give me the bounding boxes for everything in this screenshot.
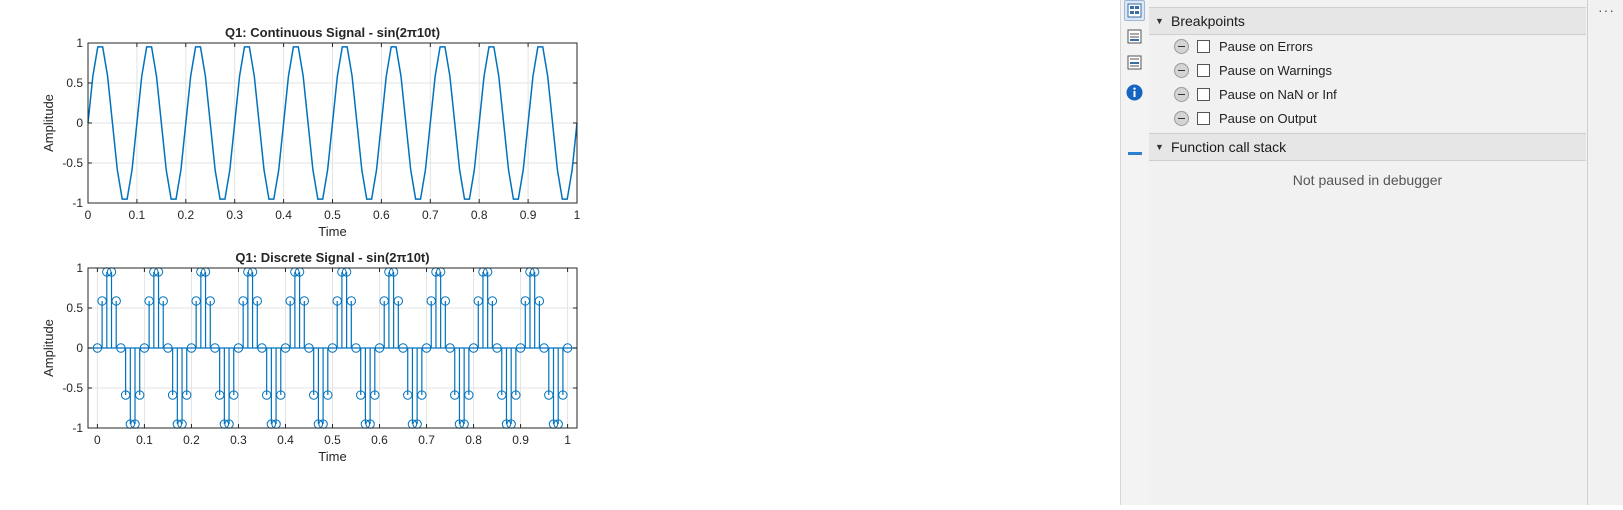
breakpoint-label: Pause on Output xyxy=(1219,110,1317,126)
x-axis-label: Time xyxy=(318,449,346,464)
stem-marker xyxy=(487,296,498,306)
breakpoint-row-errors: Pause on Errors xyxy=(1149,34,1586,58)
chart-1 xyxy=(87,42,578,204)
x-tick-label: 1 xyxy=(564,433,571,447)
remove-icon[interactable] xyxy=(1174,38,1189,54)
breakpoint-label: Pause on Warnings xyxy=(1219,62,1332,78)
callstack-empty-message: Not paused in debugger xyxy=(1292,172,1443,188)
x-tick-label: 0.4 xyxy=(275,208,292,222)
x-tick-label: 0.6 xyxy=(371,433,388,447)
stem-marker xyxy=(393,296,404,306)
stem-marker xyxy=(511,390,521,400)
info-icon[interactable] xyxy=(1125,83,1144,102)
x-tick-label: 0 xyxy=(85,208,92,222)
chart-title: Q1: Discrete Signal - sin(2π10t) xyxy=(235,250,429,265)
callstack-header[interactable]: ▼ Function call stack xyxy=(1149,133,1586,161)
x-tick-label: 0.1 xyxy=(136,433,153,447)
stem-marker xyxy=(562,343,573,353)
more-panel: ··· xyxy=(1588,0,1623,505)
stem-marker xyxy=(229,390,239,400)
figure-canvas: 0 0.1 0.2 0.3 0.4 0.5 0.6 0.7 0.8 0.9 1 -1 -0.5 0 0.5 1… xyxy=(41,25,581,464)
x-tick-label: 0 xyxy=(94,433,101,447)
stem-marker xyxy=(252,296,262,306)
caret-down-icon: ▼ xyxy=(1155,16,1164,26)
stem-marker xyxy=(464,390,474,400)
stem-marker xyxy=(182,390,192,400)
x-axis-label: Time xyxy=(318,224,346,239)
pause-on-output-checkbox[interactable] xyxy=(1197,111,1210,125)
workspace-icon[interactable] xyxy=(1125,27,1144,46)
x-tick-label: 0.7 xyxy=(422,208,439,222)
chart-title: Q1: Continuous Signal - sin(2π10t) xyxy=(225,25,440,40)
x-tick-label: 0.2 xyxy=(183,433,200,447)
breakpoints-header[interactable]: ▼ Breakpoints xyxy=(1149,7,1586,35)
stem-marker xyxy=(323,390,333,400)
stem-marker xyxy=(205,296,215,306)
breakpoint-row-nan-inf: Pause on NaN or Inf xyxy=(1149,82,1586,106)
caret-down-icon: ▼ xyxy=(1155,142,1164,152)
y-tick-label: 0 xyxy=(76,116,83,130)
chart-2 xyxy=(87,267,578,429)
breakpoint-label: Pause on NaN or Inf xyxy=(1219,86,1337,102)
debugger-panel: ▼ Breakpoints Pause on Errors Pause on W… xyxy=(1149,0,1588,505)
x-tick-label: 0.6 xyxy=(373,208,390,222)
x-tick-label: 1 xyxy=(574,208,581,222)
callstack-title: Function call stack xyxy=(1171,139,1287,155)
breakpoints-title: Breakpoints xyxy=(1171,13,1245,29)
remove-icon[interactable] xyxy=(1174,110,1189,126)
x-tick-label: 0.2 xyxy=(177,208,194,222)
stem-marker xyxy=(158,296,168,306)
x-tick-label: 0.5 xyxy=(324,433,341,447)
y-tick-label: -0.5 xyxy=(62,156,83,170)
stem-marker xyxy=(417,390,427,400)
y-tick-label: -1 xyxy=(72,196,83,210)
stem-marker xyxy=(111,296,121,306)
series-line xyxy=(87,46,578,200)
stem-marker xyxy=(276,390,286,400)
breakpoint-row-warnings: Pause on Warnings xyxy=(1149,58,1586,82)
x-tick-label: 0.1 xyxy=(129,208,146,222)
x-tick-label: 0.4 xyxy=(277,433,294,447)
x-tick-label: 0.7 xyxy=(418,433,435,447)
stem-marker xyxy=(558,390,568,400)
y-axis-label: Amplitude xyxy=(41,94,56,152)
y-tick-label: 0 xyxy=(76,341,83,355)
y-tick-label: 0.5 xyxy=(66,301,83,315)
stem-marker xyxy=(346,296,357,306)
side-toolbar xyxy=(1120,0,1150,505)
y-tick-label: -0.5 xyxy=(62,381,83,395)
x-tick-label: 0.8 xyxy=(465,433,482,447)
stem-marker xyxy=(299,296,309,306)
y-tick-label: -1 xyxy=(72,421,83,435)
pause-on-warnings-checkbox[interactable] xyxy=(1197,63,1210,77)
debugger-panel-icon[interactable] xyxy=(1124,0,1145,21)
remove-icon[interactable] xyxy=(1174,62,1189,78)
figure-area: 0 0.1 0.2 0.3 0.4 0.5 0.6 0.7 0.8 0.9 1 -1 -0.5 0 0.5 1… xyxy=(41,25,581,464)
stem-marker xyxy=(135,390,145,400)
x-tick-label: 0.9 xyxy=(512,433,529,447)
x-tick-label: 0.3 xyxy=(226,208,243,222)
y-axis-label: Amplitude xyxy=(41,319,56,377)
y-tick-label: 1 xyxy=(76,261,83,275)
more-options-icon[interactable]: ··· xyxy=(1598,2,1615,18)
pause-on-nan-inf-checkbox[interactable] xyxy=(1197,87,1210,101)
y-tick-label: 0.5 xyxy=(66,76,83,90)
x-tick-label: 0.8 xyxy=(471,208,488,222)
x-tick-label: 0.9 xyxy=(520,208,537,222)
stem-marker xyxy=(370,390,380,400)
y-tick-label: 1 xyxy=(76,36,83,50)
breakpoint-label: Pause on Errors xyxy=(1219,38,1313,54)
active-indicator xyxy=(1128,152,1142,155)
breakpoint-row-output: Pause on Output xyxy=(1149,106,1586,130)
x-tick-label: 0.5 xyxy=(324,208,341,222)
remove-icon[interactable] xyxy=(1174,86,1189,102)
pause-on-errors-checkbox[interactable] xyxy=(1197,39,1210,53)
x-tick-label: 0.3 xyxy=(230,433,247,447)
stem-marker xyxy=(534,296,545,306)
variables-icon[interactable] xyxy=(1125,53,1144,72)
stem-marker xyxy=(440,296,451,306)
